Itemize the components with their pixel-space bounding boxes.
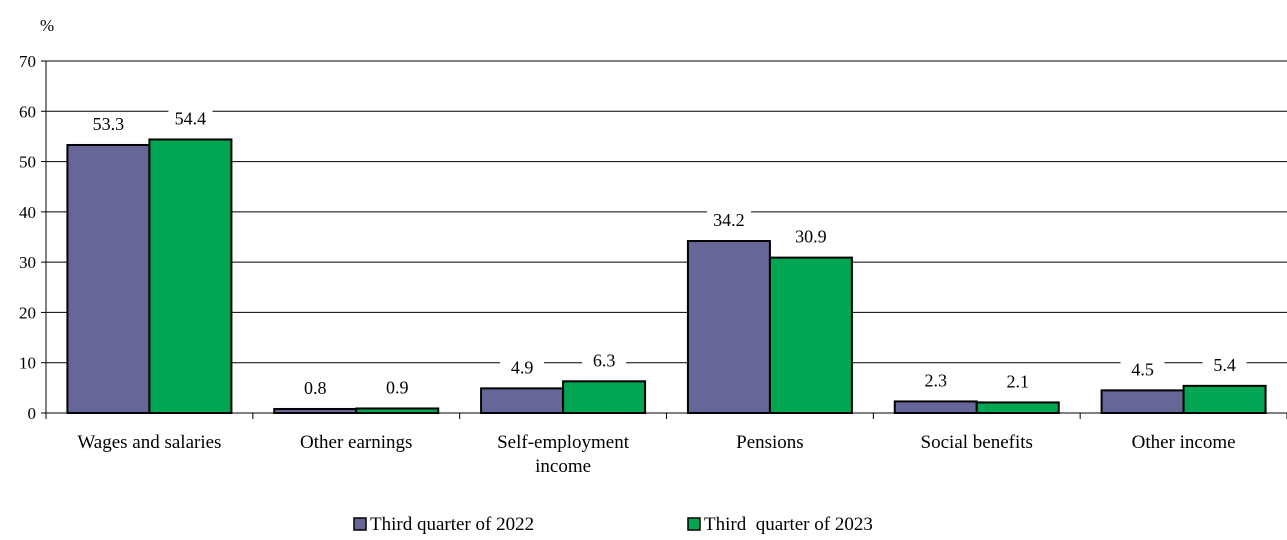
data-label: 53.3 [93, 114, 125, 134]
legend-label: Third quarter of 2023 [704, 514, 873, 535]
x-tick-label: Wages and salaries [77, 432, 221, 453]
data-label-background [995, 369, 1040, 394]
data-label: 4.9 [511, 357, 534, 377]
bar [273, 407, 358, 414]
bar [562, 380, 647, 415]
data-label-background [375, 375, 420, 400]
data-label-background [86, 111, 131, 136]
data-label-background [500, 355, 545, 380]
x-tick-label: Pensions [736, 432, 804, 453]
y-tick-label: 0 [28, 404, 37, 423]
data-label-background [706, 208, 751, 233]
data-label: 30.9 [795, 227, 827, 247]
data-label: 34.2 [713, 210, 745, 230]
data-label: 2.3 [925, 370, 948, 390]
data-label: 0.8 [304, 378, 327, 398]
data-label-background [1202, 352, 1247, 377]
x-tick-label: income [535, 456, 591, 477]
bar [148, 138, 233, 414]
y-tick-label: 50 [19, 153, 36, 172]
bar [1182, 384, 1267, 414]
axes [41, 60, 1287, 419]
legend: Third quarter of 2022 Third quarter of 20… [353, 514, 873, 535]
y-tick-label: 10 [19, 354, 36, 373]
bar [975, 401, 1060, 415]
data-label-background [1120, 357, 1165, 382]
bars [66, 138, 1267, 415]
bar [66, 143, 151, 414]
legend-swatch [353, 517, 367, 531]
legend-label: Third quarter of 2022 [370, 514, 534, 535]
x-tick-labels: Wages and salaries Other earnings Self-emp… [77, 432, 1235, 477]
x-tick-label: Self-employment [497, 432, 630, 453]
data-label-background [913, 368, 958, 393]
data-label: 2.1 [1007, 371, 1030, 391]
y-unit-label: % [40, 16, 54, 35]
bar [686, 240, 771, 414]
y-tick-label: 20 [19, 303, 36, 322]
bar [480, 387, 565, 414]
data-label: 0.9 [386, 377, 409, 397]
bar [893, 400, 978, 415]
bar [1100, 389, 1185, 414]
label-backgrounds [86, 106, 1247, 400]
bar [355, 407, 440, 414]
data-label: 4.5 [1131, 359, 1154, 379]
x-tick-label: Social benefits [921, 432, 1033, 453]
data-label: 54.4 [175, 108, 207, 128]
data-label: 5.4 [1213, 355, 1236, 375]
data-label-background [582, 348, 627, 373]
y-tick-label: 60 [19, 102, 36, 121]
y-tick-labels: 0 10 20 30 40 50 60 70 [19, 52, 36, 423]
y-tick-label: 30 [19, 253, 36, 272]
y-tick-label: 40 [19, 203, 36, 222]
gridlines [46, 60, 1287, 364]
x-tick-label: Other income [1132, 432, 1236, 453]
data-label-background [168, 106, 213, 131]
data-labels: 53.3 54.4 0.8 0.9 4.9 6.3 34.2 30.9 2.3 2.1 4.5 5.4 [93, 108, 1236, 398]
bar [768, 256, 853, 415]
data-label: 6.3 [593, 350, 616, 370]
x-tick-label: Other earnings [300, 432, 412, 453]
y-tick-label: 70 [19, 52, 36, 71]
data-label-background [293, 375, 338, 400]
data-label-background [788, 224, 833, 249]
legend-swatch [687, 517, 701, 531]
